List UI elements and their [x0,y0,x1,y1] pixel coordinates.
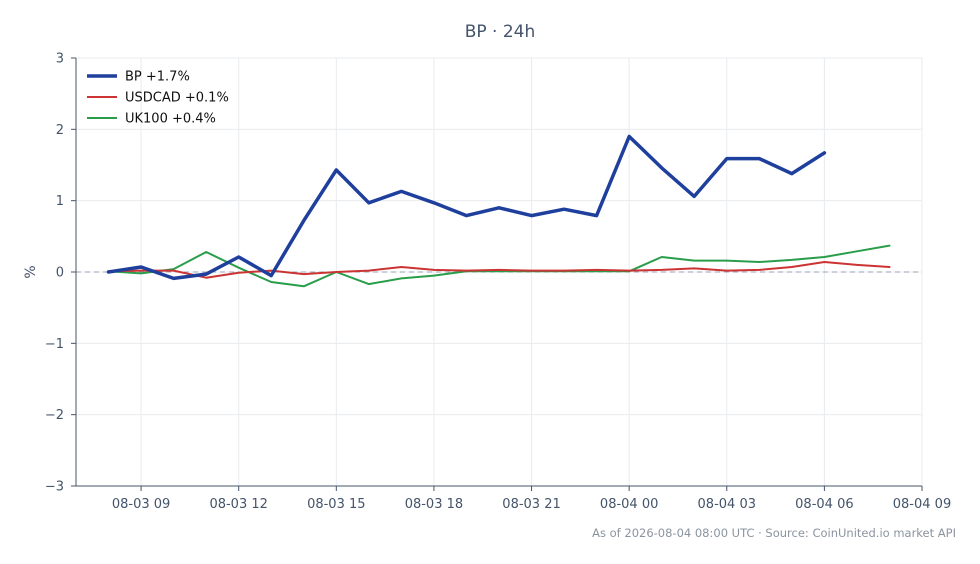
x-tick-label: 08-03 18 [405,497,463,512]
y-tick-label: −3 [45,480,64,495]
chart-title: BP · 24h [465,22,536,42]
x-tick-label: 08-03 21 [502,497,560,512]
x-tick-label: 08-03 09 [112,497,170,512]
y-axis-label: % [23,265,39,278]
y-tick-label: 2 [56,123,64,138]
series-lines [106,134,891,288]
y-tick-label: 1 [56,194,64,209]
y-tick-label: 3 [56,52,64,67]
x-tick-label: 08-03 15 [307,497,365,512]
y-tick-label: −1 [45,337,64,352]
series-line-2 [107,244,891,288]
x-tick-label: 08-04 09 [893,497,951,512]
legend: BP +1.7% USDCAD +0.1% UK100 +0.4% [87,70,229,127]
legend-entry: USDCAD +0.1% [125,91,229,106]
x-tick-label: 08-03 12 [209,497,267,512]
x-tick-label: 08-04 03 [698,497,756,512]
series-line-0 [106,134,827,281]
x-tick-label: 08-04 00 [600,497,658,512]
legend-entry: UK100 +0.4% [125,112,216,127]
series-line-1 [107,261,891,279]
y-axis-ticks: −3 −2 −1 0 1 2 3 [45,52,76,495]
x-axis-ticks: 08-03 09 08-03 12 08-03 15 08-03 18 08-03 21… [112,486,951,512]
y-tick-label: 0 [56,266,64,281]
legend-entry: BP +1.7% [125,70,190,85]
footer-note: As of 2026-08-04 08:00 UTC · Source: Coi… [592,526,956,540]
y-tick-label: −2 [45,408,64,423]
x-tick-label: 08-04 06 [795,497,853,512]
